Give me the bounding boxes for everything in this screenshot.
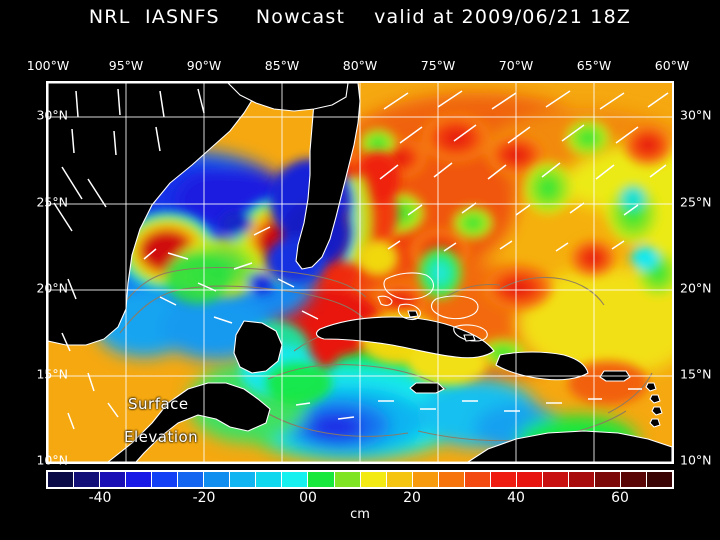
colorbar-swatch-12: [360, 472, 387, 487]
colorbar-swatch-20: [568, 472, 595, 487]
colorbar-swatch-17: [490, 472, 517, 487]
colorbar-swatch-15: [438, 472, 465, 487]
map-canvas: [48, 83, 672, 462]
colorbar-swatch-2: [100, 472, 127, 487]
annotation-elevation: Elevation: [124, 428, 199, 446]
colorbar-swatch-8: [256, 472, 283, 487]
colorbar-tick-20: 20: [403, 490, 421, 506]
page-title: NRL IASNFS Nowcast valid at 2009/06/21 1…: [88, 6, 632, 28]
current-vectors: [53, 88, 669, 430]
colorbar-swatch-10: [308, 472, 335, 487]
colorbar-tick-00: 00: [299, 490, 317, 506]
colorbar-swatch-18: [516, 472, 543, 487]
colorbar-swatch-5: [178, 472, 205, 487]
map-plot-frame: [46, 81, 674, 464]
colorbar-swatch-6: [204, 472, 231, 487]
colorbar-swatch-14: [412, 472, 439, 487]
colorbar-swatch-4: [152, 472, 179, 487]
colorbar-swatch-13: [386, 472, 413, 487]
lat-tick-right-30n: 30°N: [680, 107, 712, 123]
colorbar-unit-label: cm: [350, 507, 370, 522]
lat-tick-left-30n: 30°N: [36, 107, 68, 123]
colorbar-tick-60: 60: [611, 490, 629, 506]
colorbar-swatch-19: [542, 472, 569, 487]
lat-tick-right-25n: 25°N: [680, 194, 712, 210]
lat-tick-left-15n: 15°N: [36, 366, 68, 382]
colorbar-tick--40: -40: [88, 490, 112, 506]
colorbar-swatch-23: [647, 472, 673, 487]
colorbar-swatch-1: [74, 472, 101, 487]
colorbar-swatch-0: [48, 472, 75, 487]
annotation-surface: Surface: [128, 395, 189, 413]
lon-tick-80w: 80°W: [342, 58, 378, 73]
lon-tick-75w: 75°W: [420, 58, 456, 73]
lat-tick-left-20n: 20°N: [36, 280, 68, 296]
land-masses: [48, 83, 672, 462]
lon-tick-90w: 90°W: [186, 58, 222, 73]
colorbar-swatch-7: [230, 472, 257, 487]
colorbar-swatch-3: [126, 472, 153, 487]
colorbar: [46, 470, 674, 489]
colorbar-swatch-22: [621, 472, 648, 487]
lon-tick-70w: 70°W: [498, 58, 534, 73]
lat-tick-right-20n: 20°N: [680, 280, 712, 296]
lat-tick-left-10n: 10°N: [36, 452, 68, 468]
colorbar-swatch-16: [464, 472, 491, 487]
colorbar-swatch-11: [334, 472, 361, 487]
surface-elevation-field: [48, 83, 672, 462]
map-gridlines: [48, 83, 672, 462]
lon-tick-100w: 100°W: [26, 58, 70, 73]
lon-tick-65w: 65°W: [576, 58, 612, 73]
colorbar-swatch-21: [594, 472, 622, 487]
colorbar-tick--20: -20: [192, 490, 216, 506]
colorbar-tick-40: 40: [507, 490, 525, 506]
lat-tick-right-15n: 15°N: [680, 366, 712, 382]
lat-tick-right-10n: 10°N: [680, 452, 712, 468]
colorbar-swatch-9: [282, 472, 309, 487]
lat-tick-left-25n: 25°N: [36, 194, 68, 210]
lon-tick-85w: 85°W: [264, 58, 300, 73]
lon-tick-60w: 60°W: [654, 58, 690, 73]
lon-tick-95w: 95°W: [108, 58, 144, 73]
